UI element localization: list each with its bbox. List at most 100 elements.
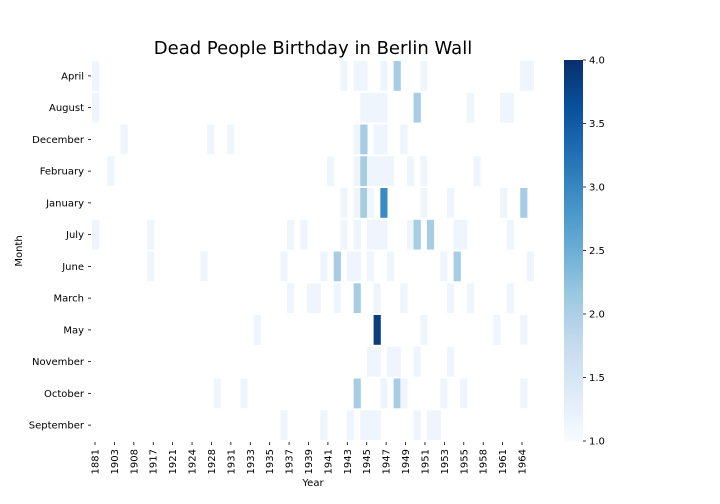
heatmap-cell	[360, 156, 368, 187]
heatmap-cell	[360, 61, 368, 91]
x-tick-label: 1917	[149, 449, 160, 474]
heatmap-cells	[92, 61, 534, 441]
heatmap-cell	[500, 92, 508, 123]
heatmap-cell	[360, 410, 368, 441]
heatmap-cell	[413, 410, 421, 441]
colorbar-tick-label: 3.0	[589, 183, 605, 194]
x-tick-label: 1933	[246, 449, 257, 474]
heatmap-cell	[440, 251, 448, 282]
heatmap-cell	[333, 251, 341, 282]
x-tick-label: 1958	[479, 449, 490, 474]
heatmap-cell	[373, 124, 381, 155]
colorbar-tick-label: 2.0	[589, 310, 605, 321]
x-tick-label: 1939	[304, 449, 315, 474]
heatmap-cell	[420, 61, 428, 91]
heatmap-cell	[473, 156, 481, 187]
heatmap-cell	[300, 219, 308, 250]
heatmap-cell	[213, 378, 221, 409]
heatmap-cell	[446, 283, 455, 314]
heatmap-cell	[413, 346, 421, 377]
heatmap-cell	[280, 410, 288, 441]
heatmap-cell	[107, 156, 115, 187]
y-tick-label: November	[32, 357, 85, 368]
heatmap-cell	[227, 124, 235, 155]
x-tick-label: 1908	[129, 449, 140, 474]
x-tick-label: 1937	[285, 449, 296, 474]
heatmap-cell	[373, 156, 381, 187]
heatmap-cell	[287, 219, 295, 250]
y-tick-label: January	[45, 198, 84, 209]
heatmap-cell	[380, 219, 388, 250]
colorbar-tick-label: 1.5	[589, 373, 605, 384]
heatmap-cell	[147, 251, 155, 282]
heatmap-cell	[353, 188, 361, 218]
heatmap-cell	[426, 219, 435, 250]
heatmap-cell	[420, 315, 428, 345]
heatmap-cell	[526, 61, 534, 91]
x-tick-label: 1941	[323, 449, 334, 474]
heatmap-cell	[307, 283, 315, 314]
x-tick-label: 1964	[518, 449, 529, 474]
heatmap-cell	[367, 156, 375, 187]
heatmap-cell	[200, 251, 208, 282]
x-tick-label: 1949	[401, 449, 412, 474]
heatmap-cell	[420, 188, 428, 218]
y-tick-label: August	[49, 103, 84, 114]
heatmap-cell	[446, 188, 455, 218]
heatmap-cell	[333, 283, 341, 314]
heatmap-cell	[92, 219, 100, 250]
y-axis-label: Month	[14, 235, 25, 266]
x-tick-label: 1943	[343, 449, 354, 474]
colorbar-fill	[564, 60, 583, 441]
y-tick-label: July	[65, 230, 84, 241]
colorbar-tick-label: 3.5	[589, 119, 605, 130]
heatmap-cell	[340, 61, 348, 91]
y-tick-label: October	[44, 389, 85, 400]
x-axis: 1881 1903 1908 1917 1921 1924 1928 1931 1933 1935…	[91, 442, 529, 474]
heatmap-cell	[453, 219, 461, 250]
heatmap-cell	[400, 283, 408, 314]
x-tick-label: 1903	[110, 449, 121, 474]
x-tick-label: 1947	[382, 449, 393, 474]
heatmap-cell	[500, 188, 508, 218]
y-tick-label: February	[40, 167, 84, 178]
heatmap-cell	[453, 251, 461, 282]
x-tick-label: 1945	[362, 449, 373, 474]
heatmap-cell	[353, 251, 361, 282]
heatmap-cell	[380, 61, 388, 91]
x-tick-label: 1953	[440, 449, 451, 474]
heatmap-cell	[92, 61, 100, 91]
heatmap-cell	[520, 378, 528, 409]
heatmap-cell	[380, 92, 388, 123]
heatmap-cell	[373, 219, 381, 250]
heatmap-cell	[406, 156, 415, 187]
heatmap-cell	[360, 188, 368, 218]
heatmap-cell	[353, 283, 361, 314]
heatmap-cell	[240, 378, 248, 409]
heatmap-cell	[367, 188, 375, 218]
heatmap-cell	[340, 219, 348, 250]
heatmap-cell	[320, 410, 328, 441]
heatmap-cell	[367, 219, 375, 250]
chart-title: Dead People Birthday in Berlin Wall	[154, 38, 472, 59]
heatmap-cell	[380, 188, 388, 218]
heatmap-cell	[433, 410, 441, 441]
y-tick-label: March	[54, 294, 84, 305]
heatmap-cell	[207, 124, 215, 155]
heatmap-cell	[253, 315, 261, 345]
heatmap-cell	[373, 283, 381, 314]
heatmap-cell	[280, 251, 288, 282]
heatmap-cell	[353, 219, 361, 250]
heatmap-cell	[446, 346, 455, 377]
heatmap-cell	[367, 251, 375, 282]
heatmap-cell	[386, 156, 395, 187]
y-tick-label: December	[32, 135, 85, 146]
heatmap-cell	[353, 124, 361, 155]
heatmap-cell	[506, 283, 515, 314]
y-tick-label: April	[61, 71, 84, 82]
heatmap-cell	[120, 124, 128, 155]
x-tick-label: 1961	[498, 449, 509, 474]
heatmap-cell	[287, 283, 295, 314]
heatmap-cell	[386, 346, 395, 377]
